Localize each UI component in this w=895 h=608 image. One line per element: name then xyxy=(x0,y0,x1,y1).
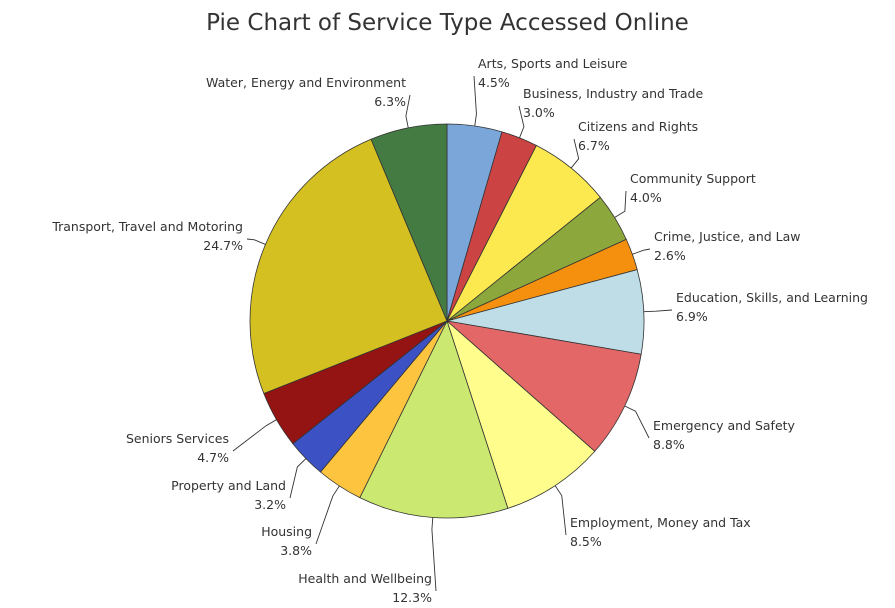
leader-line-water-energy-and-environment xyxy=(405,94,411,128)
slice-percent-emergency-and-safety: 8.8% xyxy=(653,437,685,452)
slice-label-housing: Housing xyxy=(261,524,312,539)
leader-line-health-and-wellbeing xyxy=(431,517,437,592)
pie-slice-water-energy-and-environment xyxy=(370,123,448,322)
slice-label-arts-sports-and-leisure: Arts, Sports and Leisure xyxy=(478,56,628,71)
slice-label-transport-travel-and-motoring: Transport, Travel and Motoring xyxy=(51,219,243,234)
leader-line-community-support xyxy=(614,190,627,218)
slice-label-emergency-and-safety: Emergency and Safety xyxy=(653,418,796,433)
leader-line-seniors-services xyxy=(232,419,277,452)
slice-percent-citizens-and-rights: 6.7% xyxy=(578,138,610,153)
slice-percent-housing: 3.8% xyxy=(280,543,312,558)
slice-percent-education-skills-and-learning: 6.9% xyxy=(676,309,708,324)
slice-percent-water-energy-and-environment: 6.3% xyxy=(374,94,406,109)
leader-line-arts-sports-and-leisure xyxy=(473,75,477,127)
slice-percent-transport-travel-and-motoring: 24.7% xyxy=(203,238,243,253)
slice-label-water-energy-and-environment: Water, Energy and Environment xyxy=(206,75,406,90)
slice-percent-health-and-wellbeing: 12.3% xyxy=(392,590,432,605)
leader-line-crime-justice-and-law xyxy=(632,248,651,255)
pie-slice-emergency-and-safety xyxy=(445,320,642,452)
slice-percent-business-industry-and-trade: 3.0% xyxy=(523,105,555,120)
slice-label-community-support: Community Support xyxy=(630,171,756,186)
pie-slice-health-and-wellbeing xyxy=(359,319,509,519)
leader-line-education-skills-and-learning xyxy=(643,309,673,313)
leader-line-citizens-and-rights xyxy=(570,138,580,169)
slice-label-business-industry-and-trade: Business, Industry and Trade xyxy=(523,86,703,101)
leader-line-business-industry-and-trade xyxy=(518,105,525,138)
slice-label-crime-justice-and-law: Crime, Justice, and Law xyxy=(654,229,801,244)
slice-label-property-and-land: Property and Land xyxy=(171,478,286,493)
leader-line-employment-money-and-tax xyxy=(554,485,567,536)
slice-label-seniors-services: Seniors Services xyxy=(126,431,229,446)
slice-percent-community-support: 4.0% xyxy=(630,190,662,205)
slice-percent-employment-money-and-tax: 8.5% xyxy=(570,534,602,549)
slice-percent-seniors-services: 4.7% xyxy=(197,450,229,465)
chart-title: Pie Chart of Service Type Accessed Onlin… xyxy=(206,10,689,36)
slice-percent-property-and-land: 3.2% xyxy=(254,497,286,512)
slice-percent-crime-justice-and-law: 2.6% xyxy=(654,248,686,263)
slice-label-citizens-and-rights: Citizens and Rights xyxy=(578,119,698,134)
slice-label-health-and-wellbeing: Health and Wellbeing xyxy=(298,571,432,586)
leader-line-property-and-land xyxy=(289,458,307,499)
leader-line-transport-travel-and-motoring xyxy=(246,238,266,245)
pie-slice-employment-money-and-tax xyxy=(446,319,596,509)
leader-line-emergency-and-safety xyxy=(624,405,650,439)
leader-line-housing xyxy=(315,485,340,545)
slice-label-employment-money-and-tax: Employment, Money and Tax xyxy=(570,515,751,530)
slice-percent-arts-sports-and-leisure: 4.5% xyxy=(478,75,510,90)
pie-slice-transport-travel-and-motoring xyxy=(249,138,448,395)
slice-label-education-skills-and-learning: Education, Skills, and Learning xyxy=(676,290,868,305)
